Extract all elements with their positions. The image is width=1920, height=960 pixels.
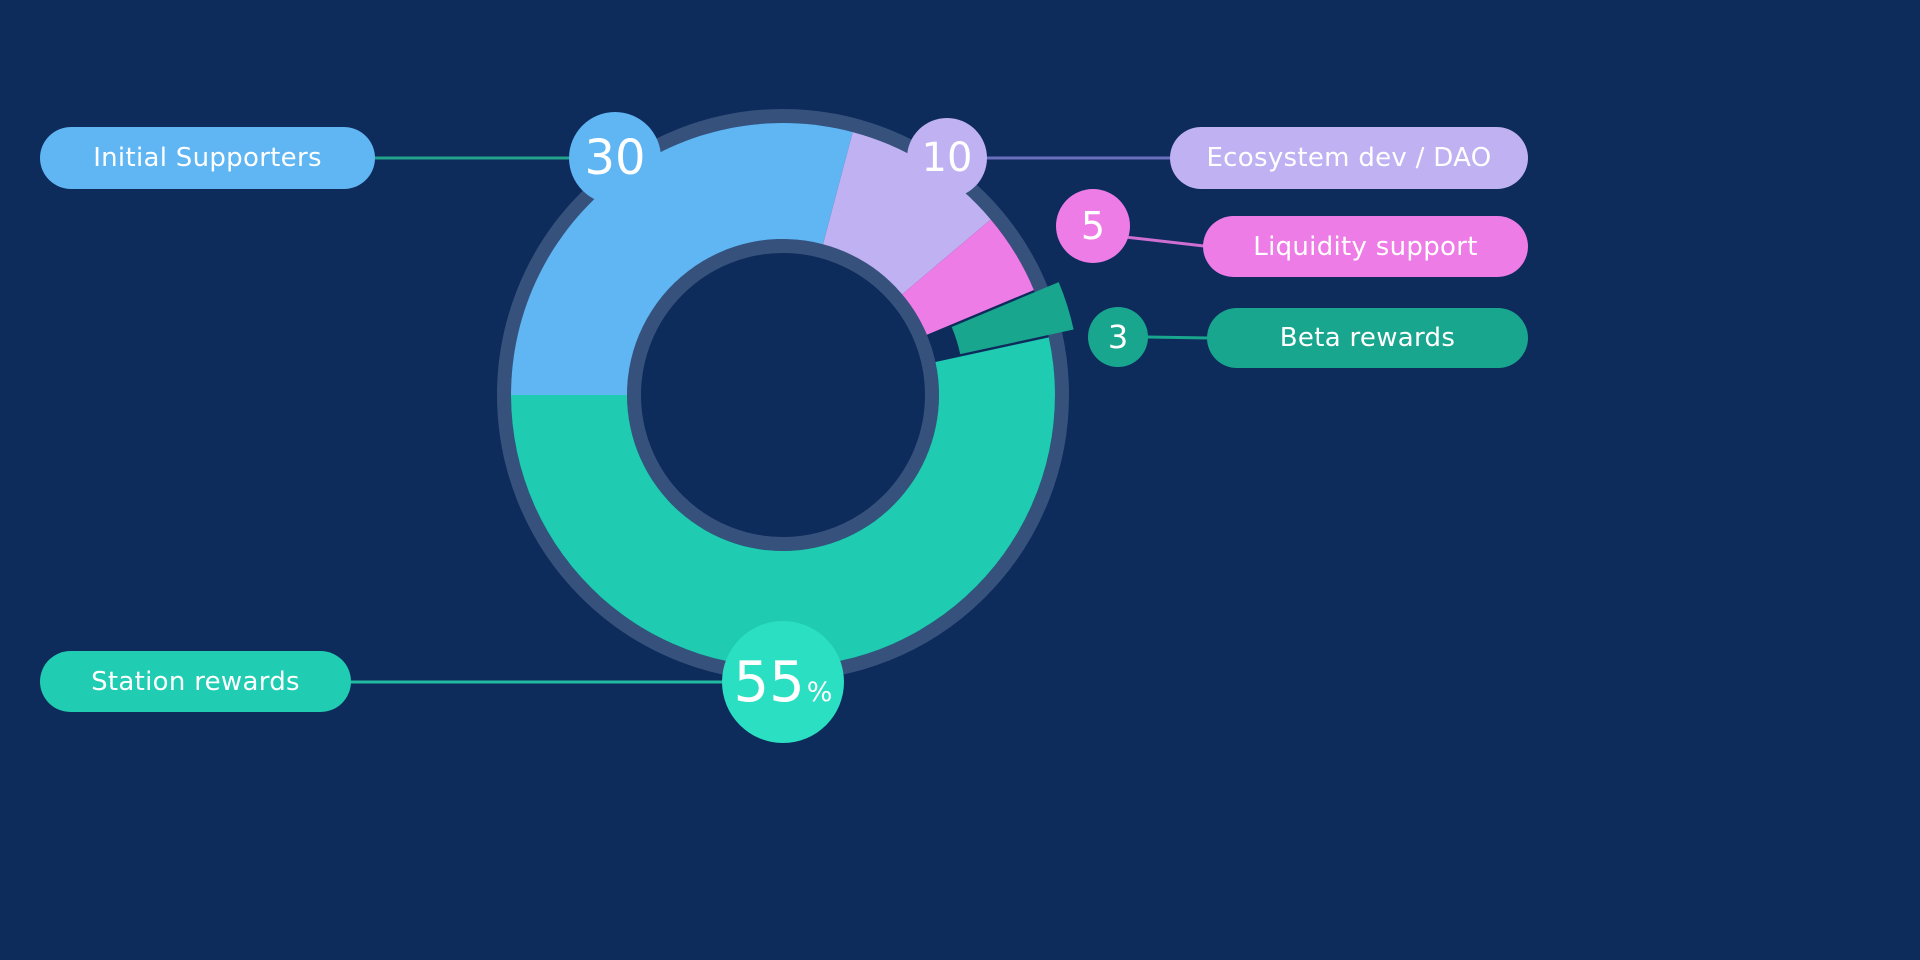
label-pill-initial-supporters: Initial Supporters [40, 127, 375, 189]
badge-value: 5 [1080, 204, 1106, 248]
pill-label: Station rewards [91, 666, 300, 697]
label-pill-liquidity-support: Liquidity support [1203, 216, 1528, 277]
pill-label: Ecosystem dev / DAO [1206, 143, 1492, 173]
value-badge-station-rewards: 55% [722, 621, 844, 743]
donut-segment-liquidity-support [902, 219, 1034, 335]
donut-segment-beta-rewards [951, 282, 1074, 355]
pill-label: Beta rewards [1279, 323, 1456, 353]
value-badge-liquidity-support: 5 [1056, 189, 1130, 263]
pill-label: Liquidity support [1253, 231, 1478, 262]
value-badge-beta-rewards: 3 [1088, 307, 1148, 367]
value-badge-initial-supporters: 30 [569, 112, 661, 204]
callout-connector-beta-rewards [1145, 335, 1211, 340]
badge-value: 3 [1107, 318, 1129, 356]
donut-segment-station-rewards [511, 337, 1055, 667]
badge-percent-sign: % [806, 676, 833, 708]
badge-value-row: 55% [734, 650, 833, 715]
donut-outline-ring [627, 239, 939, 551]
badge-value: 30 [584, 130, 646, 186]
pill-label: Initial Supporters [93, 143, 322, 173]
label-pill-station-rewards: Station rewards [40, 651, 351, 712]
badge-value: 10 [921, 135, 973, 181]
callout-connector-liquidity-support [1123, 235, 1206, 248]
value-badge-ecosystem-dev-dao: 10 [907, 118, 987, 198]
donut-segment-ecosystem-dev-dao [822, 132, 991, 295]
donut-segment-initial-supporters [511, 123, 853, 396]
badge-value: 55 [733, 649, 805, 715]
label-pill-beta-rewards: Beta rewards [1207, 308, 1528, 368]
label-pill-ecosystem-dev-dao: Ecosystem dev / DAO [1170, 127, 1528, 189]
